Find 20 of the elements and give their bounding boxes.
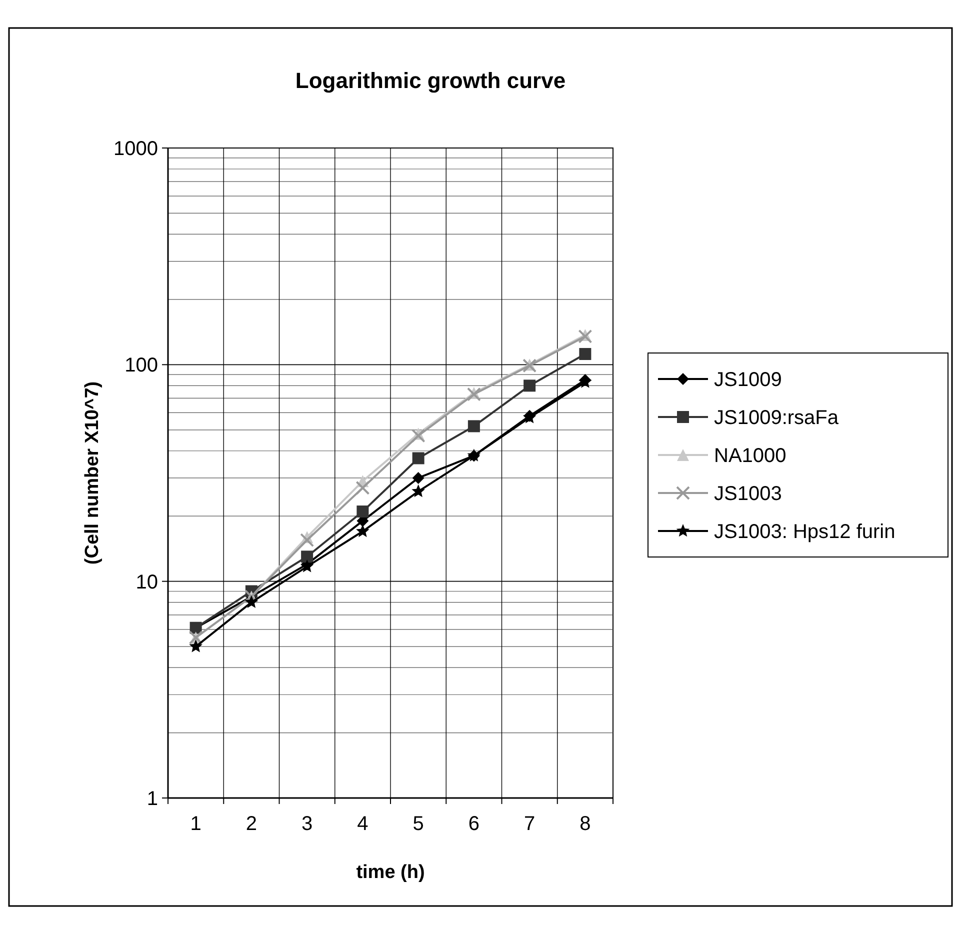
- chart-title: Logarithmic growth curve: [295, 68, 566, 93]
- x-tick-label: 7: [524, 813, 536, 835]
- legend-label: NA1000: [714, 445, 786, 467]
- legend-label: JS1003: [714, 483, 782, 505]
- y-tick-label: 100: [124, 354, 158, 377]
- x-tick-label: 8: [580, 813, 591, 835]
- x-axis-title: time (h): [356, 862, 425, 883]
- y-tick-label: 10: [136, 571, 158, 594]
- x-tick-label: 2: [246, 813, 257, 835]
- x-tick-label: 4: [357, 813, 368, 835]
- x-tick-label: 1: [190, 813, 202, 835]
- legend-label: JS1009:rsaFa: [714, 407, 840, 429]
- y-tick-label: 1000: [114, 138, 158, 160]
- x-tick-label: 5: [412, 813, 424, 835]
- legend-label: JS1003: Hps12 furin: [714, 521, 896, 543]
- legend-label: JS1009: [714, 369, 782, 391]
- y-axis-title: (Cell number X10^7): [82, 381, 103, 565]
- y-tick-label: 1: [146, 788, 158, 810]
- x-tick-label: 3: [302, 813, 313, 835]
- x-tick-label: 6: [468, 813, 480, 835]
